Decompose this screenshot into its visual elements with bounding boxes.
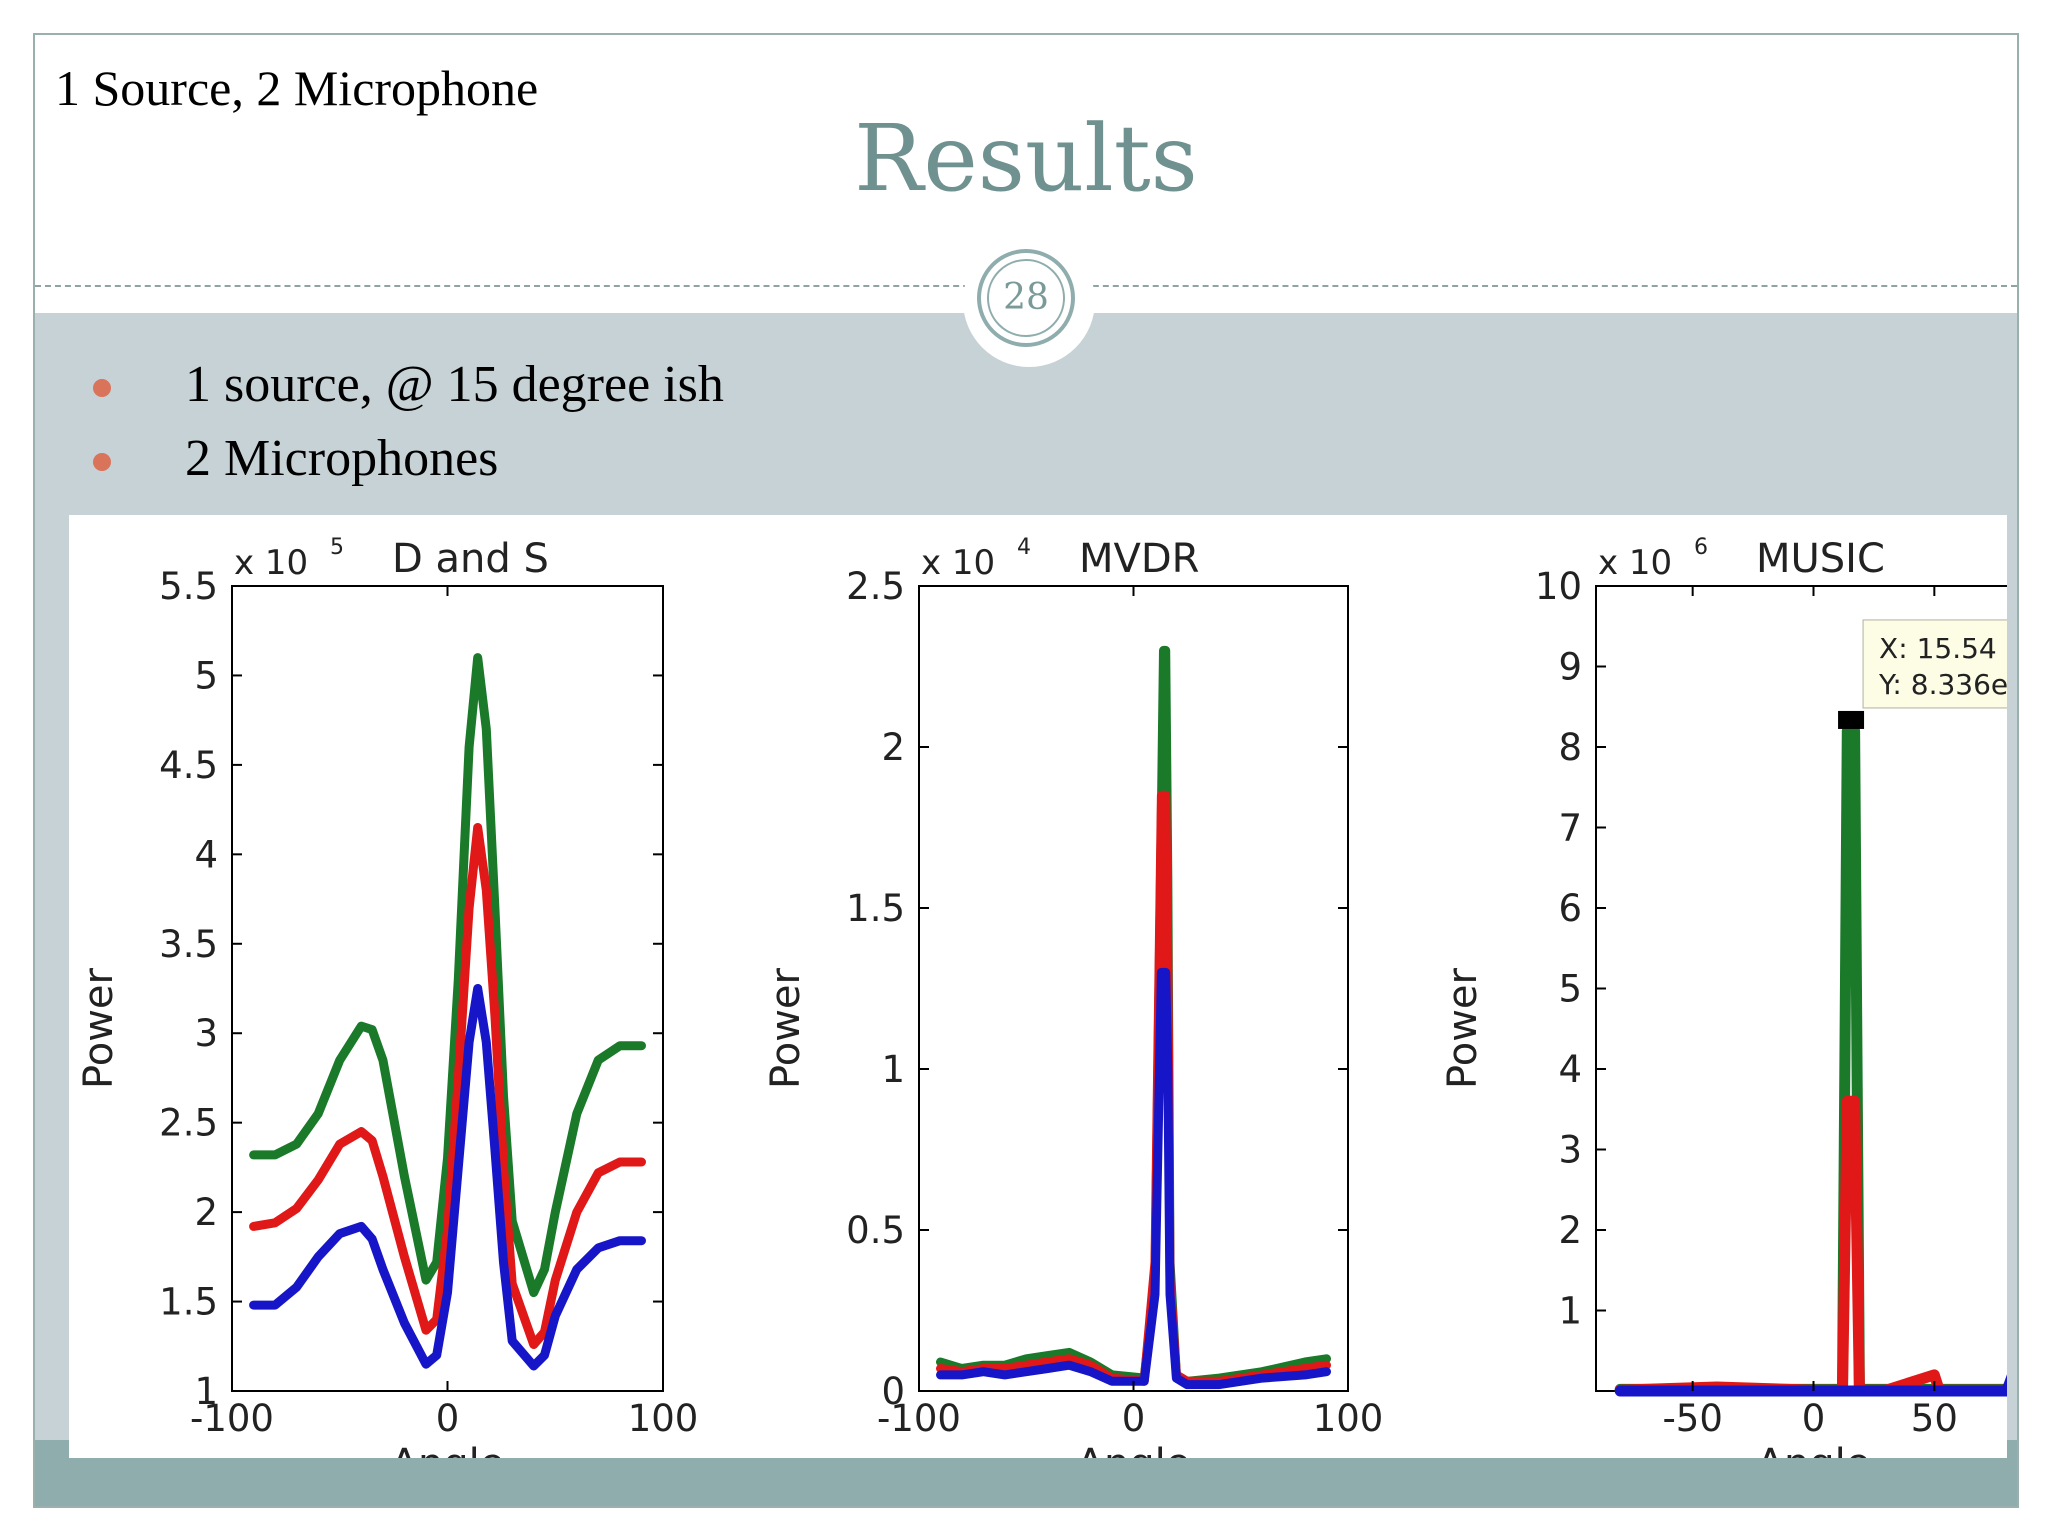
chart-title: MUSIC (1756, 536, 1885, 582)
axis-multiplier: x 10 (1598, 543, 1672, 583)
bullet-text: 2 Microphones (185, 430, 499, 487)
corner-label: 1 Source, 2 Microphone (55, 60, 539, 116)
x-tick-label: 0 (436, 1397, 460, 1440)
y-tick-label: 1 (194, 1370, 218, 1413)
x-tick-label: -100 (190, 1397, 274, 1440)
page-number: 28 (987, 259, 1065, 337)
y-axis-label: Power (76, 967, 122, 1088)
y-tick-label: 2.5 (846, 565, 905, 608)
bullet-dot-icon (93, 453, 111, 471)
y-tick-label: 7 (1558, 807, 1582, 850)
x-tick-label: 0 (1802, 1397, 1826, 1440)
x-axis-label: Angle (391, 1441, 505, 1458)
results-figure: 11.522.533.544.555.5-1000100AnglePowerx … (69, 515, 2017, 1487)
results-charts: 11.522.533.544.555.5-1000100AnglePowerx … (76, 535, 2017, 1487)
series-line-3 (936, 967, 1331, 1390)
datatip-y: Y: 8.336e+0 (1878, 668, 2007, 701)
y-tick-label: 1.5 (846, 887, 905, 930)
y-tick-label: 4 (1558, 1048, 1582, 1091)
series-line-2 (249, 823, 646, 1349)
y-tick-label: 4.5 (159, 744, 218, 787)
y-tick-label: 3 (1558, 1129, 1582, 1172)
y-tick-label: 1 (1558, 1290, 1582, 1333)
axis-multiplier-exponent: 6 (1694, 535, 1708, 560)
chart-title: D and S (392, 536, 549, 582)
slide: 1 Source, 2 Microphone Results 28 1 sour… (33, 33, 2019, 1508)
y-tick-label: 9 (1558, 646, 1582, 689)
axis-multiplier-exponent: 4 (1017, 535, 1031, 560)
y-tick-label: 4 (194, 833, 218, 876)
y-tick-label: 10 (1535, 565, 1582, 608)
x-tick-label: 100 (628, 1397, 699, 1440)
datatip-x: X: 15.54 (1879, 632, 1997, 665)
series-line-1 (249, 653, 646, 1298)
y-axis-label: Power (1440, 967, 1486, 1088)
y-tick-label: 5.5 (159, 565, 218, 608)
bullet-text: 1 source, @ 15 degree ish (185, 356, 724, 413)
chart-title: MVDR (1079, 536, 1199, 582)
y-tick-label: 1 (881, 1048, 905, 1091)
axis-multiplier-exponent: 5 (330, 535, 344, 560)
y-tick-label: 5 (194, 654, 218, 697)
y-tick-label: 2 (881, 726, 905, 769)
y-tick-label: 0.5 (846, 1209, 905, 1252)
y-tick-label: 2 (194, 1191, 218, 1234)
page-number-ring (977, 249, 1075, 347)
x-tick-label: -50 (1662, 1397, 1722, 1440)
y-tick-label: 0 (881, 1370, 905, 1413)
x-axis-label: Angle (1077, 1441, 1191, 1458)
x-tick-label: 100 (1313, 1397, 1384, 1440)
y-tick-label: 2 (1558, 1209, 1582, 1252)
datatip-box (1862, 619, 2017, 709)
y-tick-label: 5 (1558, 968, 1582, 1011)
y-tick-label: 6 (1558, 887, 1582, 930)
plot-frame (918, 585, 1349, 1392)
y-tick-label: 2.5 (159, 1102, 218, 1145)
x-axis-label: Angle (1757, 1441, 1871, 1458)
x-tick-label: 0 (1122, 1397, 1146, 1440)
y-tick-label: 3.5 (159, 923, 218, 966)
y-tick-label: 8 (1558, 726, 1582, 769)
series-line-3 (249, 984, 646, 1371)
axis-multiplier: x 10 (921, 543, 995, 583)
axis-multiplier: x 10 (234, 543, 308, 583)
x-tick-label: -100 (877, 1397, 961, 1440)
slide-title: Results (854, 105, 1198, 212)
y-axis-label: Power (763, 967, 809, 1088)
datatip-marker (1838, 710, 1865, 729)
y-tick-label: 1.5 (159, 1281, 218, 1324)
bullet-dot-icon (93, 379, 111, 397)
y-tick-label: 3 (194, 1012, 218, 1055)
plot-frame (1595, 585, 2017, 1392)
x-tick-label: 50 (1911, 1397, 1958, 1440)
